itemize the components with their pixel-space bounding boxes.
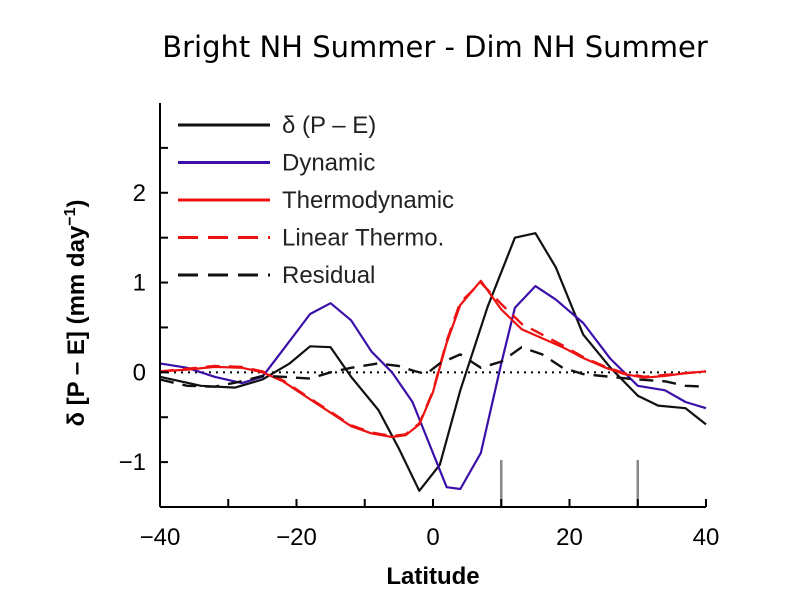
legend-label-4: Residual [282,262,375,289]
y-axis-label-main: δ [P – E] (mm day [63,225,90,426]
series-lines [159,232,707,492]
x-tick-label: 0 [426,524,439,551]
legend-label-3: Linear Thermo. [282,225,444,252]
series-line-4 [159,346,707,388]
y-axis-label-superscript: −1 [62,207,79,225]
legend: δ (P – E) Dynamic Thermodynamic Linear Ther… [178,112,454,289]
tick-labels: −40 −20 0 20 40 −1 0 1 2 [119,146,720,551]
x-axis-label: Latitude [386,563,479,590]
x-tick-label: −40 [140,524,181,551]
series-line-3 [159,281,707,438]
y-tick-label: 0 [133,359,146,386]
legend-label-1: Dynamic [282,150,375,177]
series-line-1 [159,285,707,491]
x-tick-label: 40 [693,524,720,551]
series-line-2 [159,279,707,439]
y-tick-label: 2 [133,180,146,207]
x-tick-label: 20 [556,524,583,551]
y-axis-label-close: ) [63,199,90,207]
y-tick-label: 1 [133,270,146,297]
chart-title: Bright NH Summer - Dim NH Summer [162,30,708,64]
y-tick-label: −1 [119,449,146,476]
legend-label-2: Thermodynamic [282,187,454,214]
legend-label-0: δ (P – E) [282,112,376,139]
x-tick-label: −20 [276,524,317,551]
y-axis-label: δ [P – E] (mm day−1) [62,199,90,426]
